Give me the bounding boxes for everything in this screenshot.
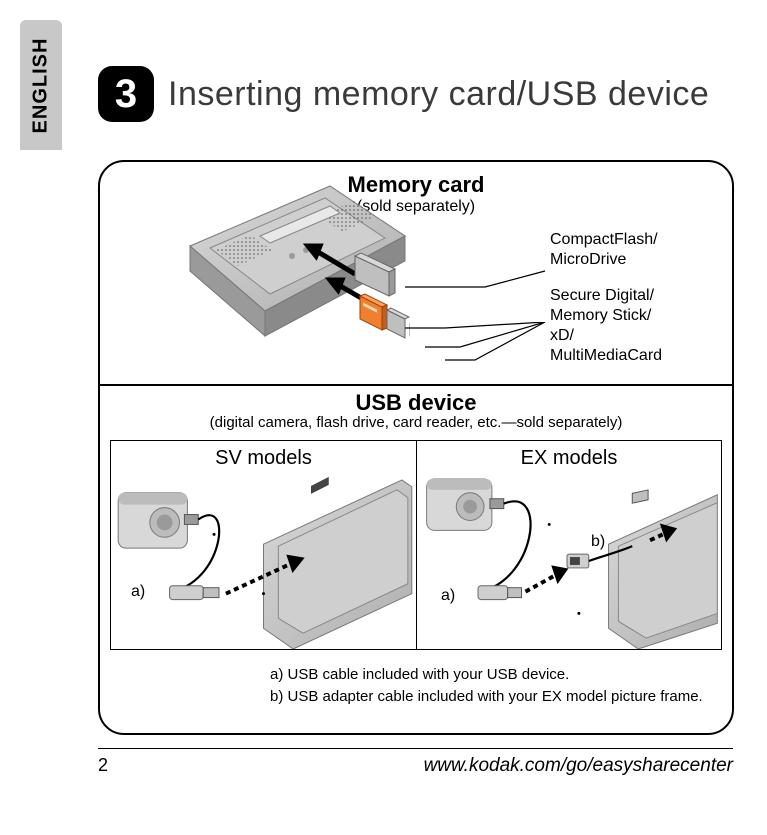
callout-line: MicroDrive bbox=[550, 250, 662, 270]
page-number: 2 bbox=[98, 755, 108, 776]
page-footer: 2 www.kodak.com/go/easysharecenter bbox=[98, 748, 733, 777]
content-panel: Memory card (sold separately) bbox=[98, 160, 734, 735]
ex-illustration: a) b) bbox=[417, 475, 721, 649]
usb-note-b: b) USB adapter cable included with your … bbox=[270, 686, 712, 708]
callout-leader-1 bbox=[405, 267, 555, 297]
callout-leader-2 bbox=[405, 322, 555, 362]
step-number-badge: 3 bbox=[98, 66, 154, 122]
callout-sd-ms-xd-mmc: Secure Digital/ Memory Stick/ xD/ MultiM… bbox=[550, 286, 662, 366]
memory-card-illustration bbox=[180, 176, 410, 371]
usb-models-row: SV models bbox=[110, 440, 722, 650]
model-name-ex: EX models bbox=[417, 441, 721, 470]
model-name-sv: SV models bbox=[111, 441, 416, 470]
callout-compactflash: CompactFlash/ MicroDrive bbox=[550, 230, 662, 270]
language-tab-label: ENGLISH bbox=[30, 37, 53, 133]
step-number: 3 bbox=[115, 72, 137, 117]
usb-col-ex: EX models bbox=[416, 441, 721, 649]
page-header: 3 Inserting memory card/USB device bbox=[98, 66, 709, 122]
callout-line: Memory Stick/ bbox=[550, 306, 662, 326]
callout-line: xD/ bbox=[550, 326, 662, 346]
callout-line: Secure Digital/ bbox=[550, 286, 662, 306]
label-b-ex: b) bbox=[591, 533, 605, 551]
memory-card-callouts: CompactFlash/ MicroDrive Secure Digital/… bbox=[550, 230, 662, 366]
section-divider bbox=[100, 384, 732, 386]
usb-title: USB device bbox=[100, 390, 732, 416]
sv-illustration: a) bbox=[111, 475, 416, 649]
label-a-sv: a) bbox=[131, 583, 145, 601]
callout-line: CompactFlash/ bbox=[550, 230, 662, 250]
page-title: Inserting memory card/USB device bbox=[168, 75, 709, 114]
footer-url: www.kodak.com/go/easysharecenter bbox=[424, 755, 733, 777]
callout-line: MultiMediaCard bbox=[550, 346, 662, 366]
label-a-ex: a) bbox=[441, 587, 455, 605]
usb-col-sv: SV models bbox=[111, 441, 416, 649]
usb-notes: a) USB cable included with your USB devi… bbox=[270, 664, 712, 708]
usb-subtitle: (digital camera, flash drive, card reade… bbox=[100, 414, 732, 431]
usb-note-a: a) USB cable included with your USB devi… bbox=[270, 664, 712, 686]
language-tab: ENGLISH bbox=[20, 20, 62, 150]
